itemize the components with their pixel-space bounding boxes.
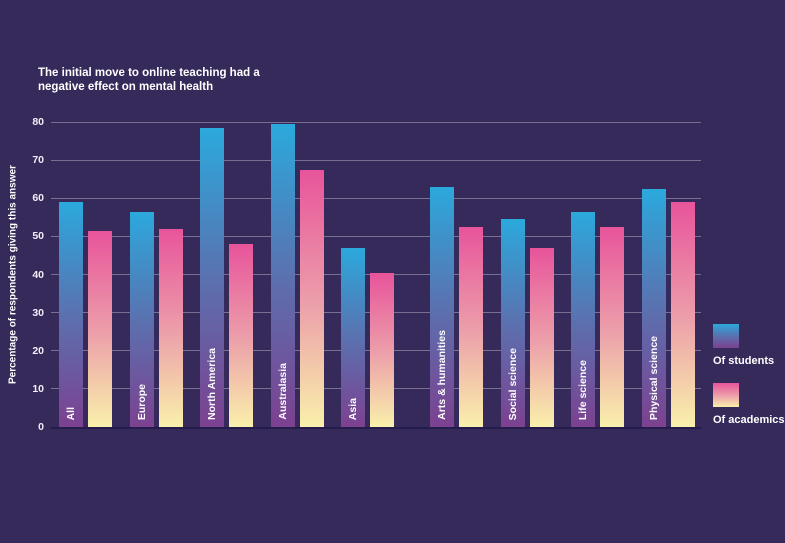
legend-item-students: Of students	[713, 324, 774, 367]
bar-students-australasia: Australasia	[270, 123, 295, 427]
bar-academics-north-america	[229, 244, 253, 427]
bar-academics-physical-science	[670, 202, 695, 427]
category-label: Europe	[135, 383, 148, 420]
category-label: All	[65, 406, 77, 420]
legend-item-academics: Of academics	[713, 383, 785, 426]
category-label: Asia	[347, 397, 359, 420]
gridline-70	[51, 159, 701, 161]
bar-students-physical-science: Physical science	[641, 188, 666, 427]
academics-legend-label: Of academics	[713, 414, 785, 426]
chart-title: The initial move to online teaching had …	[38, 67, 260, 93]
students-legend-swatch	[713, 324, 739, 348]
bar-academics-life-science	[600, 226, 624, 427]
category-label: North America	[206, 348, 218, 420]
y-tick-label-0: 0	[38, 421, 44, 433]
gridline-50	[51, 235, 701, 237]
bar-students-social-science: Social science	[500, 219, 525, 427]
category-label: Australasia	[276, 363, 289, 420]
bar-students-asia: Asia	[341, 247, 365, 427]
bar-academics-all	[88, 230, 112, 427]
academics-legend-swatch	[713, 383, 739, 407]
y-tick-label-30: 30	[32, 306, 44, 319]
bar-academics-arts-humanities	[459, 226, 483, 427]
bar-academics-social-science	[529, 247, 554, 427]
bar-students-arts-humanities: Arts & humanities	[430, 186, 454, 427]
y-tick-label-10: 10	[32, 382, 44, 395]
category-label: Physical science	[647, 335, 660, 420]
bar-academics-asia	[370, 272, 394, 427]
y-tick-label-80: 80	[32, 116, 44, 128]
gridline-60	[51, 197, 701, 199]
bar-students-europe: Europe	[129, 211, 154, 427]
students-legend-label: Of students	[713, 355, 775, 367]
y-tick-label-20: 20	[32, 344, 44, 357]
y-tick-label-50: 50	[32, 230, 44, 243]
y-tick-label-60: 60	[32, 192, 44, 205]
y-tick-label-40: 40	[32, 268, 44, 281]
x-axis-line	[51, 427, 701, 429]
plot-area: All Europe North America Australasia Asia Art…	[51, 121, 701, 429]
y-tick-label-70: 70	[32, 154, 44, 167]
category-label: Arts & humanities	[436, 330, 448, 420]
bar-students-north-america: North America	[200, 127, 224, 427]
bar-students-all: All	[59, 202, 83, 427]
category-label: Social science	[506, 347, 519, 420]
bar-students-life-science: Life science	[571, 211, 595, 427]
bar-academics-europe	[158, 228, 183, 427]
gridline-80	[51, 121, 701, 123]
bar-academics-australasia	[299, 169, 324, 427]
category-label: Life science	[577, 359, 589, 420]
